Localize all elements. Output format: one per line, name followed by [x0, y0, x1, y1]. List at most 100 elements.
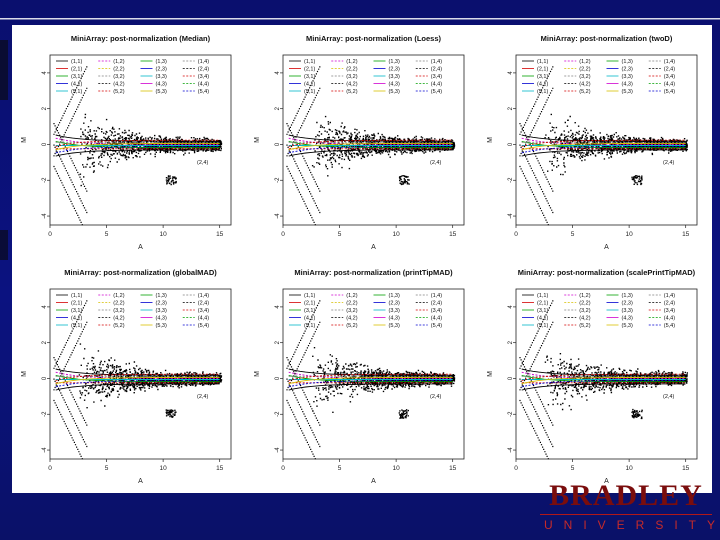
legend-label: (4,3): [156, 316, 167, 322]
y-tick-label: 4: [42, 71, 48, 75]
y-tick-label: -2: [275, 411, 281, 417]
loess-curve: [55, 139, 220, 147]
x-axis-label: A: [604, 244, 609, 251]
legend-label: (3,4): [198, 74, 209, 80]
x-tick-label: 15: [449, 231, 457, 238]
x-tick-label: 15: [682, 465, 690, 472]
legend-label: (3,1): [71, 308, 82, 314]
loess-curve: [288, 142, 453, 151]
y-tick-label: -4: [508, 213, 514, 219]
loess-curve: [55, 137, 220, 145]
legend-label: (1,4): [431, 293, 442, 299]
ma-plot-4: MiniArray: post-normalization (globalMAD…: [21, 268, 232, 485]
legend-label-extra: (2,4): [197, 394, 208, 400]
print-tip-legend: (1,1) (2,1)(3,1) (4,1)(5,1) (1,2) (2,2)(3,2)…: [56, 293, 209, 400]
legend-label: (5,1): [537, 323, 548, 329]
legend-label: (5,4): [664, 323, 675, 329]
left-accent-block-2: [0, 230, 8, 260]
loess-curve: [521, 139, 686, 147]
brand-subtitle: UNIVERSITY: [544, 518, 720, 532]
legend-label: (1,1): [304, 59, 315, 65]
y-tick-label: 2: [275, 340, 281, 344]
loess-curve: [288, 137, 453, 145]
legend-label: (4,1): [304, 316, 315, 322]
y-tick-label: 0: [508, 142, 514, 146]
y-tick-label: 0: [508, 376, 514, 380]
y-axis-label: M: [487, 371, 494, 377]
plot-title: MiniArray: post-normalization (scalePrin…: [518, 268, 696, 277]
legend-label: (3,2): [113, 74, 124, 80]
plot-title: MiniArray: post-normalization (printTipM…: [294, 268, 453, 277]
y-tick-label: -2: [42, 177, 48, 183]
print-tip-legend: (1,1) (2,1)(3,1) (4,1)(5,1) (1,2) (2,2)(3,2)…: [289, 293, 442, 400]
legend-label: (4,1): [71, 82, 82, 88]
legend-label: (1,2): [346, 59, 357, 65]
loess-curve: [55, 134, 220, 142]
legend-label: (1,3): [389, 59, 400, 65]
legend-label: (4,4): [198, 316, 209, 322]
y-tick-label: 4: [508, 71, 514, 75]
university-logo: BRADLEY UNIVERSITY: [536, 478, 716, 533]
legend-label: (2,2): [346, 67, 357, 73]
loess-curve: [55, 380, 220, 388]
legend-label: (4,4): [664, 316, 675, 322]
legend-label: (5,3): [389, 323, 400, 329]
legend-label: (2,4): [431, 301, 442, 307]
legend-label: (3,4): [664, 308, 675, 314]
legend-label: (3,2): [346, 308, 357, 314]
legend-label: (1,3): [156, 293, 167, 299]
y-tick-label: 4: [275, 71, 281, 75]
x-tick-label: 5: [338, 231, 342, 238]
print-tip-legend: (1,1) (2,1)(3,1) (4,1)(5,1) (1,2) (2,2)(3,2)…: [56, 59, 209, 166]
loess-curves: [521, 368, 686, 391]
x-tick-label: 10: [626, 465, 634, 472]
legend-label: (4,2): [113, 316, 124, 322]
legend-label: (5,2): [346, 323, 357, 329]
y-tick-label: 0: [42, 376, 48, 380]
legend-label: (1,1): [537, 59, 548, 65]
legend-label-extra: (2,4): [430, 394, 441, 400]
plot-frame: [282, 288, 465, 460]
legend-label: (3,4): [198, 308, 209, 314]
legend-label: (2,3): [156, 301, 167, 307]
figure-panel: MiniArray: post-normalization (Median) 0 5…: [12, 25, 712, 493]
plot-frame: [282, 54, 465, 226]
y-tick-label: -4: [275, 447, 281, 453]
legend-label-extra: (2,4): [663, 160, 674, 166]
y-tick-label: -4: [508, 447, 514, 453]
x-tick-label: 5: [571, 465, 575, 472]
plot-frame: [49, 54, 232, 226]
legend-label: (3,2): [113, 308, 124, 314]
x-tick-label: 10: [160, 465, 168, 472]
legend-label: (2,2): [579, 301, 590, 307]
legend-label: (5,4): [198, 323, 209, 329]
plot-title: MiniArray: post-normalization (Loess): [306, 34, 442, 43]
x-tick-label: 10: [626, 231, 634, 238]
ma-plot-3: MiniArray: post-normalization (twoD) 0 5 10…: [487, 34, 698, 251]
legend-label: (4,3): [622, 82, 633, 88]
legend-label: (1,2): [579, 59, 590, 65]
ma-plot-6: MiniArray: post-normalization (scalePrin…: [487, 268, 698, 485]
legend-label: (2,1): [537, 301, 548, 307]
legend-label: (1,2): [113, 293, 124, 299]
y-tick-label: 0: [275, 142, 281, 146]
x-axis-label: A: [371, 478, 376, 485]
y-tick-label: 0: [275, 376, 281, 380]
plot-frame: [515, 288, 698, 460]
y-tick-label: -2: [508, 411, 514, 417]
legend-label: (3,1): [537, 308, 548, 314]
legend-label: (1,1): [537, 293, 548, 299]
loess-curves: [288, 134, 453, 157]
loess-curve: [288, 380, 453, 388]
loess-curve: [288, 383, 453, 391]
legend-label: (4,3): [389, 316, 400, 322]
legend-label: (5,2): [113, 89, 124, 95]
loess-curve: [521, 137, 686, 145]
legend-label: (2,4): [664, 301, 675, 307]
x-tick-label: 5: [105, 465, 109, 472]
x-tick-label: 10: [160, 231, 168, 238]
legend-label: (3,1): [71, 74, 82, 80]
x-tick-label: 5: [105, 231, 109, 238]
legend-label: (3,3): [622, 74, 633, 80]
plot-frame: [49, 288, 232, 460]
